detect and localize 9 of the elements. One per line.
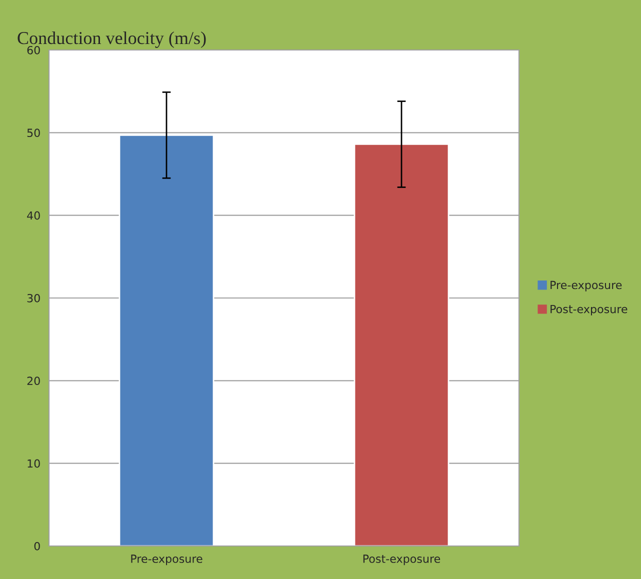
y-tick-label: 50 <box>27 128 40 138</box>
y-tick-label: 40 <box>27 211 40 220</box>
y-tick-label: 10 <box>28 459 40 468</box>
y-tick-label: 30 <box>27 294 40 302</box>
y-tick-label: 60 <box>27 46 40 54</box>
y-tick-label: 0 <box>34 542 40 550</box>
legend-label: Post-exposure <box>550 305 628 316</box>
legend-label: Pre-exposure <box>550 280 622 292</box>
y-tick-label: 20 <box>27 376 40 386</box>
